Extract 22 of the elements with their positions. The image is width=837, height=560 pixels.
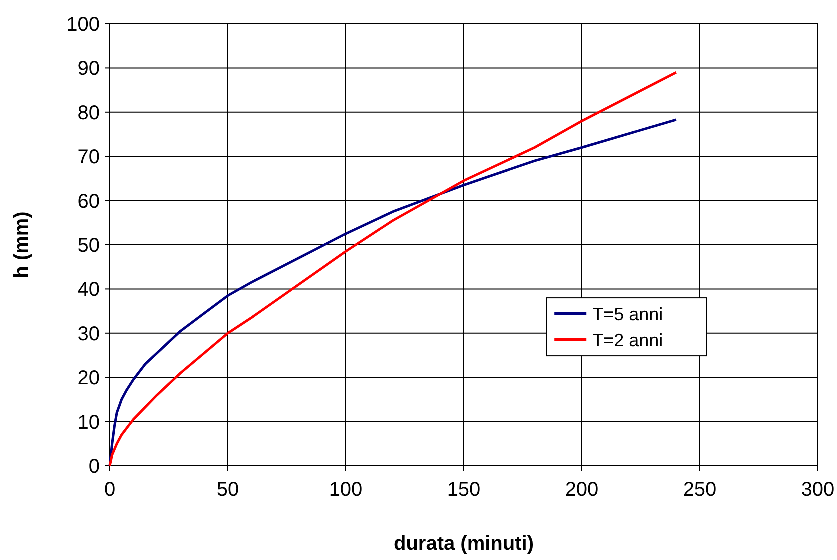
y-tick-label: 20	[78, 368, 100, 390]
y-axis-title: h (mm)	[11, 212, 33, 278]
x-tick-label: 300	[801, 479, 835, 501]
y-tick-label: 0	[88, 456, 100, 478]
y-tick-label: 90	[78, 58, 100, 80]
legend-label: T=5 anni	[592, 304, 664, 324]
x-tick-label: 100	[329, 479, 363, 501]
x-axis-title: durata (minuti)	[394, 533, 534, 555]
y-tick-label: 100	[66, 14, 100, 36]
y-tick-label: 80	[78, 102, 100, 124]
x-tick-label: 150	[447, 479, 481, 501]
x-tick-label: 0	[104, 479, 116, 501]
y-tick-label: 30	[78, 323, 100, 346]
y-tick-label: 10	[78, 412, 100, 434]
x-tick-label: 250	[683, 479, 717, 501]
y-tick-label: 40	[78, 279, 100, 302]
x-tick-label: 50	[216, 479, 240, 501]
x-tick-label: 200	[565, 479, 599, 501]
y-tick-label: 60	[78, 190, 100, 213]
legend-label: T=2 anni	[592, 330, 664, 350]
y-tick-label: 70	[78, 146, 100, 169]
y-tick-label: 50	[78, 235, 100, 257]
